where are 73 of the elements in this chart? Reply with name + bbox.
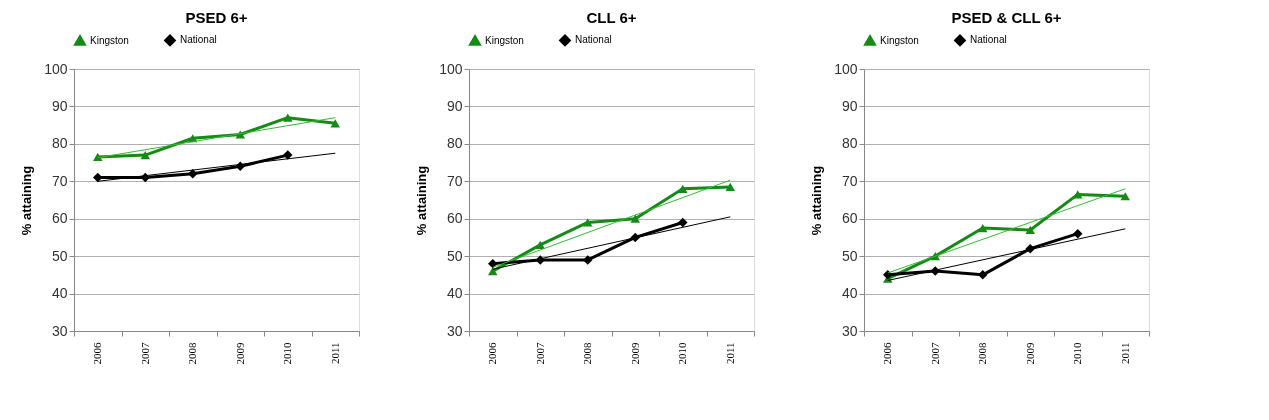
x-tick-label: 2008 bbox=[976, 342, 989, 365]
x-tick-label: 2010 bbox=[281, 342, 294, 365]
point bbox=[188, 169, 198, 179]
y-tick-label: 70 bbox=[841, 172, 858, 189]
point bbox=[725, 182, 735, 192]
y-tick-label: 40 bbox=[446, 285, 463, 302]
y-tick-label: 50 bbox=[841, 247, 858, 264]
point bbox=[630, 214, 640, 223]
point bbox=[978, 223, 988, 233]
y-tick-label: 90 bbox=[51, 97, 68, 114]
y-tick-label: 30 bbox=[51, 322, 68, 339]
point bbox=[1120, 192, 1130, 201]
point bbox=[678, 184, 688, 193]
chart-title: CLL 6+ bbox=[586, 9, 637, 26]
legend-label: Kingston bbox=[880, 34, 919, 46]
y-tick-label: 90 bbox=[841, 97, 858, 114]
x-tick-label: 2006 bbox=[881, 342, 894, 365]
legend-label: Kingston bbox=[90, 34, 129, 46]
x-tick-label: 2011 bbox=[723, 342, 736, 365]
x-tick-label: 2008 bbox=[186, 342, 199, 365]
legend-label: National bbox=[575, 34, 612, 46]
y-tick-label: 90 bbox=[446, 97, 463, 114]
point bbox=[583, 218, 593, 227]
y-tick-label: 30 bbox=[841, 322, 858, 339]
legend-label: National bbox=[970, 34, 1007, 46]
y-tick-label: 60 bbox=[51, 210, 68, 227]
y-tick-label: 100 bbox=[834, 60, 858, 77]
x-tick-label: 2009 bbox=[1023, 342, 1036, 365]
x-tick-label: 2007 bbox=[533, 342, 546, 365]
x-tick-label: 2010 bbox=[1071, 342, 1084, 365]
point bbox=[283, 150, 293, 160]
y-tick-label: 60 bbox=[841, 210, 858, 227]
point bbox=[488, 258, 498, 269]
y-tick-label: 50 bbox=[446, 247, 463, 264]
chart-title: PSED 6+ bbox=[185, 9, 248, 26]
y-axis-title: % attaining bbox=[414, 165, 430, 236]
point bbox=[140, 150, 150, 160]
legend-label: National bbox=[180, 34, 217, 46]
y-tick-label: 70 bbox=[51, 172, 68, 189]
y-tick-label: 70 bbox=[446, 172, 463, 189]
point bbox=[678, 217, 688, 228]
point bbox=[978, 270, 988, 280]
x-tick-label: 2007 bbox=[138, 342, 151, 365]
y-tick-label: 100 bbox=[44, 60, 68, 77]
point bbox=[93, 152, 103, 162]
x-tick-label: 2009 bbox=[233, 342, 246, 365]
y-tick-label: 80 bbox=[841, 135, 858, 152]
x-tick-label: 2010 bbox=[676, 342, 689, 365]
y-tick-label: 50 bbox=[51, 247, 68, 264]
x-tick-label: 2008 bbox=[581, 342, 594, 365]
chart-title: PSED & CLL 6+ bbox=[951, 9, 1062, 26]
y-tick-label: 30 bbox=[446, 322, 463, 339]
x-tick-label: 2011 bbox=[1118, 342, 1131, 365]
y-axis-title: % attaining bbox=[809, 165, 825, 236]
y-tick-label: 100 bbox=[439, 60, 463, 77]
x-tick-label: 2011 bbox=[328, 342, 341, 365]
y-tick-label: 80 bbox=[51, 135, 68, 152]
point bbox=[330, 119, 340, 128]
y-axis-title: % attaining bbox=[19, 165, 35, 236]
point bbox=[1025, 225, 1035, 235]
y-tick-label: 60 bbox=[446, 210, 463, 227]
x-tick-label: 2006 bbox=[486, 342, 499, 365]
y-tick-label: 40 bbox=[51, 285, 68, 302]
x-tick-label: 2009 bbox=[628, 342, 641, 365]
x-tick-label: 2007 bbox=[928, 342, 941, 365]
point bbox=[535, 240, 545, 250]
x-tick-label: 2006 bbox=[91, 342, 104, 365]
point bbox=[1073, 228, 1083, 239]
point bbox=[283, 113, 293, 122]
y-tick-label: 40 bbox=[841, 285, 858, 302]
legend-label: Kingston bbox=[485, 34, 524, 46]
point bbox=[583, 255, 593, 265]
y-tick-label: 80 bbox=[446, 135, 463, 152]
